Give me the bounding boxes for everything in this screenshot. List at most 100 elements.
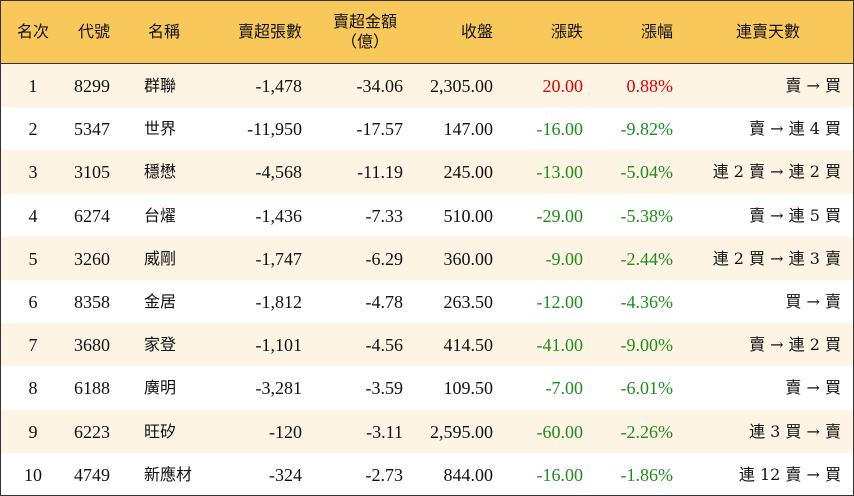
table-cell: 3260	[74, 248, 110, 269]
table-cell: 3	[28, 162, 38, 183]
header-cell: 名稱	[148, 22, 180, 42]
header-cell: 代號	[78, 22, 110, 42]
table-cell: -7.33	[365, 205, 404, 226]
header-text: 賣超金額	[332, 12, 398, 31]
table-cell: -120	[269, 421, 302, 442]
header-text: 漲跌	[550, 22, 583, 41]
table-cell: 3680	[74, 335, 110, 356]
table-cell: 8299	[74, 76, 110, 96]
header-row: 名次 代號 名稱 賣超張數 賣超金額 （億） 收盤 漲跌 漲幅 連賣天數	[1, 1, 853, 64]
table-cell: -9.00%	[620, 335, 674, 356]
header-text: 收盤	[460, 22, 493, 41]
table-cell: 金居	[144, 292, 177, 311]
table-cell: 連 3 買 → 賣	[749, 421, 841, 441]
table-cell: -7.00	[545, 378, 584, 399]
table-cell: 旺矽	[144, 421, 177, 441]
header-cell: 連賣天數	[736, 22, 800, 42]
table-cell: 6274	[74, 205, 110, 226]
table-cell: -34.06	[356, 76, 404, 96]
table-cell: 6188	[74, 378, 110, 399]
table-cell: 3105	[74, 162, 110, 183]
table-cell: 賣 → 連 2 買	[749, 335, 841, 355]
table-row: 4 6274 台燿 -1,436 -7.33 510.00 -29.00 -5.38% 賣 → …	[1, 193, 853, 237]
table-cell: 360.00	[443, 248, 494, 269]
table-cell: 連 2 買 → 連 3 賣	[712, 248, 841, 268]
table-cell: 連 12 賣 → 買	[738, 464, 841, 484]
header-cell: 收盤	[461, 22, 493, 42]
table-cell: 6	[28, 292, 38, 312]
table-cell: 7	[28, 335, 38, 356]
table-cell: -4,568	[255, 162, 303, 183]
table-cell: 世界	[144, 119, 177, 139]
table-row: 8 6188 廣明 -3,281 -3.59 109.50 -7.00 -6.01% 賣 → 買	[1, 366, 853, 410]
header-text: （億）	[340, 32, 390, 51]
table-cell: 20.00	[542, 76, 584, 96]
table-cell: -2.73	[365, 464, 404, 485]
table-cell: -9.00	[545, 248, 584, 269]
table-cell: -1,812	[255, 292, 303, 312]
table-cell: 844.00	[443, 464, 494, 485]
table-cell: 2,595.00	[430, 421, 493, 442]
table-cell: 263.50	[443, 292, 494, 312]
table-cell: 2,305.00	[430, 76, 493, 96]
table-cell: 廣明	[144, 378, 177, 398]
table-cell: 1	[28, 76, 38, 96]
header-text: 賣超張數	[237, 22, 302, 41]
header-text: 連賣天數	[735, 22, 801, 41]
table-cell: -11.19	[357, 162, 403, 183]
table-cell: -16.00	[536, 464, 584, 485]
table-cell: 109.50	[443, 378, 494, 399]
table-row: 3 3105 穩懋 -4,568 -11.19 245.00 -13.00 -5.04% 連 2…	[1, 150, 853, 194]
table-cell: 賣 → 連 5 買	[749, 205, 841, 225]
table-cell: -60.00	[536, 421, 584, 442]
table-row: 9 6223 旺矽 -120 -3.11 2,595.00 -60.00 -2.26% 連 3 …	[1, 409, 853, 453]
table-row: 10 4749 新應材 -324 -2.73 844.00 -16.00 -1.86% 連 12…	[1, 452, 853, 495]
table-cell: -2.26%	[620, 421, 674, 442]
header-text: 名稱	[147, 22, 181, 41]
table-cell: 買 → 賣	[785, 292, 841, 311]
table-cell: 群聯	[144, 76, 177, 95]
table-row: 7 3680 家登 -1,101 -4.56 414.50 -41.00 -9.00% 賣 → …	[1, 323, 853, 367]
table-cell: 147.00	[443, 119, 494, 140]
table-cell: -3.59	[365, 378, 404, 399]
table-cell: -11,950	[247, 119, 302, 140]
table-cell: 414.50	[443, 335, 494, 356]
table-cell: -16.00	[536, 119, 584, 140]
table-row: 5 3260 威剛 -1,747 -6.29 360.00 -9.00 -2.44% 連 2 買…	[1, 236, 853, 280]
table-cell: -1.86%	[620, 464, 674, 485]
table-cell: -9.82%	[620, 119, 674, 140]
table-cell: -6.01%	[620, 378, 674, 399]
header-cell: 賣超張數	[238, 22, 302, 42]
table-cell: -4.36%	[620, 292, 674, 312]
table-row: 2 5347 世界 -11,950 -17.57 147.00 -16.00 -9.82% 賣 …	[1, 107, 853, 151]
table-cell: 9	[28, 421, 38, 442]
header-text: 代號	[77, 22, 111, 41]
table-cell: 穩懋	[144, 162, 177, 182]
table-cell: -4.56	[365, 335, 404, 356]
header-cell: 漲幅	[641, 22, 673, 42]
table-cell: 5	[28, 248, 38, 269]
table-cell: -4.78	[365, 292, 404, 312]
header-text: 漲幅	[640, 22, 673, 41]
table-row: 1 8299 群聯 -1,478 -34.06 2,305.00 20.00 0.88% 賣 →…	[1, 64, 853, 108]
table-cell: 新應材	[144, 464, 193, 484]
table-cell: -17.57	[356, 119, 404, 140]
table-cell: 10	[24, 464, 42, 485]
table-cell: -1,101	[255, 335, 303, 356]
header-cell: 名次	[17, 22, 49, 42]
header-text: 名次	[16, 22, 50, 41]
table-cell: -2.44%	[620, 248, 674, 269]
table-cell: 連 2 賣 → 連 2 買	[712, 162, 841, 182]
table-cell: 245.00	[443, 162, 494, 183]
table-cell: -41.00	[536, 335, 584, 356]
table-cell: 家登	[144, 335, 177, 355]
table-cell: 賣 → 買	[785, 378, 841, 398]
table-row: 6 8358 金居 -1,812 -4.78 263.50 -12.00 -4.36% 買 → …	[1, 280, 853, 324]
table-cell: 510.00	[443, 205, 494, 226]
table-cell: -5.38%	[620, 205, 674, 226]
table-cell: 賣 → 買	[785, 76, 841, 95]
table-cell: -3.11	[366, 421, 403, 442]
table-cell: 8358	[74, 292, 110, 312]
table-cell: 台燿	[144, 205, 177, 225]
